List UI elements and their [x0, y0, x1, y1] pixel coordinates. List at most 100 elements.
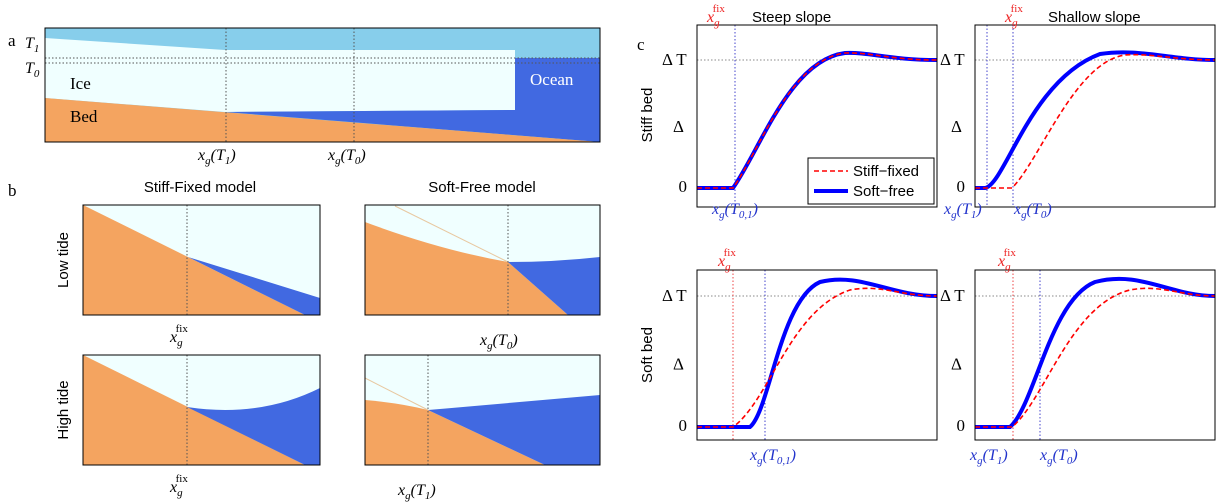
plot-frame [974, 269, 1216, 441]
ocean [508, 257, 600, 315]
y-zero-label: 0 [957, 416, 966, 435]
label-part: x [327, 147, 335, 164]
x-label: xg(T0,1) [711, 201, 758, 221]
label-part: T [25, 60, 35, 77]
plots: Δ T Δ 0 Δ T Δ 0 Δ T Δ 0 Δ T Δ 0 Stiff−fixed Soft−free [662, 24, 1216, 441]
label-part: ) [511, 332, 517, 349]
label-part: 1 [225, 155, 231, 167]
y-zero-label: 0 [679, 416, 688, 435]
soft-free-curve [975, 50, 1216, 190]
label-part: fix [724, 247, 737, 259]
row-title: High tide [55, 380, 72, 439]
label-part: fix [1011, 3, 1024, 15]
label-part: (T [341, 147, 356, 164]
ocean [225, 58, 600, 142]
label-part: g [725, 261, 731, 273]
label-part: g [177, 337, 183, 349]
y-mid-label: Δ [951, 355, 962, 374]
label-part: 1 [425, 490, 431, 502]
legend-label: Soft−free [853, 183, 914, 200]
label-part: g [977, 455, 983, 467]
label-part: 0 [507, 340, 513, 352]
label-part: x [749, 447, 757, 464]
ice [45, 38, 515, 112]
label-part: g [335, 155, 341, 167]
label-part: 0,1 [739, 209, 753, 221]
fix-label: xg fix [706, 3, 725, 29]
x-label: xg(T1) [969, 447, 1008, 467]
label-part: (T [983, 447, 998, 464]
panel-frame [44, 27, 601, 143]
label-part: g [757, 455, 763, 467]
x-label: xg(T1) [197, 147, 236, 167]
sub-panel [82, 354, 321, 466]
label-part: (T [211, 147, 226, 164]
panel-label: a [8, 31, 16, 50]
label-part: ) [429, 482, 435, 499]
label-part: x [969, 447, 977, 464]
y-top-label: Δ T [662, 50, 687, 69]
label-part: x [943, 201, 951, 218]
panel-label: b [8, 181, 17, 200]
column-title: Steep slope [752, 9, 831, 26]
label-part: g [1012, 17, 1018, 29]
level-label: T0 [25, 60, 40, 80]
label-part: g [714, 17, 720, 29]
label-part: g [1005, 261, 1011, 273]
label-part: g [951, 209, 957, 221]
soft-free-curve [697, 277, 938, 429]
label-part: ) [1001, 447, 1007, 464]
row-title: Stiff bed [639, 88, 656, 143]
label-part: ) [359, 147, 365, 164]
bed [45, 98, 600, 142]
label-part: (T [957, 201, 972, 218]
fix-label: xg fix [717, 247, 736, 273]
panel-frame [82, 354, 321, 466]
label-part: x [1013, 201, 1021, 218]
ocean [428, 395, 600, 465]
label-part: x [706, 9, 714, 26]
column-title: Stiff-Fixed model [144, 179, 256, 196]
label-part: g [405, 490, 411, 502]
label-part: x [397, 482, 405, 499]
x-label: xg fix [169, 473, 188, 499]
bed-label: Bed [70, 107, 98, 126]
label-part: fix [1004, 247, 1017, 259]
label-part: x [1039, 447, 1047, 464]
column-title: Soft-Free model [428, 179, 536, 196]
label-part: (T [411, 482, 426, 499]
panel-frame [82, 204, 321, 316]
label-part: g [177, 487, 183, 499]
panel-label: c [637, 35, 645, 54]
legend-box [807, 157, 935, 205]
label-part: g [1047, 455, 1053, 467]
stiff-fixed-curve [975, 53, 1216, 189]
ice-label: Ice [70, 74, 91, 93]
stiff-fixed-curve [975, 287, 1216, 428]
label-part: fix [176, 323, 189, 335]
x-label: xg fix [169, 323, 188, 349]
column-title: Shallow slope [1048, 9, 1141, 26]
label-part: T [25, 35, 35, 52]
bed [83, 205, 305, 315]
plot-frame [696, 24, 938, 208]
label-part: 1 [971, 209, 977, 221]
x-label: xg(T0) [1039, 447, 1078, 467]
label-part: fix [176, 473, 189, 485]
bed [365, 400, 545, 465]
label-part: 1 [997, 455, 1003, 467]
label-part: x [197, 147, 205, 164]
x-label: xg(T1) [943, 201, 982, 221]
label-part: 0 [355, 155, 361, 167]
y-zero-label: 0 [957, 177, 966, 196]
y-top-label: Δ T [662, 286, 687, 305]
row-title: Soft bed [639, 327, 656, 383]
label-part: x [717, 253, 725, 270]
x-label: xg(T0) [327, 147, 366, 167]
label-part: g [487, 340, 493, 352]
bed [365, 222, 568, 315]
label-part: g [205, 155, 211, 167]
label-part: ) [975, 201, 981, 218]
ocean-label: Ocean [530, 70, 574, 89]
